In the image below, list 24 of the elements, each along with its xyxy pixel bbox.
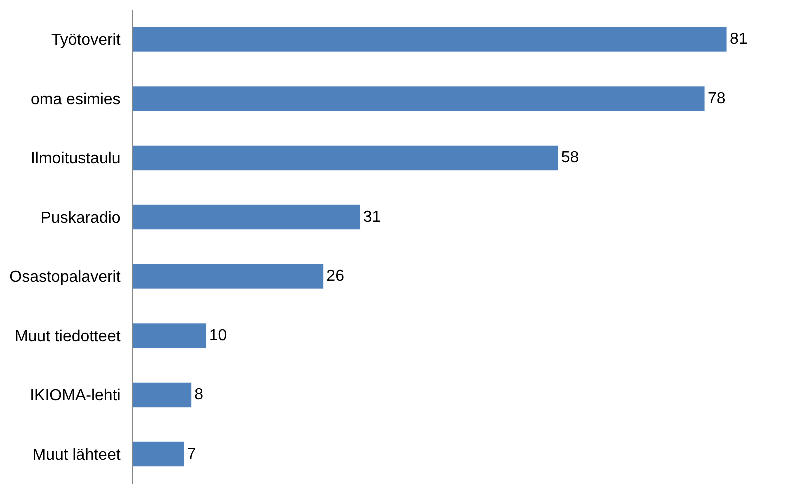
y-tick-label: Osastopalaverit	[10, 269, 122, 286]
data-label: 31	[363, 208, 382, 226]
bar	[133, 204, 361, 230]
data-label: 78	[708, 90, 726, 108]
data-label: 81	[730, 31, 748, 48]
y-tick-label: oma esimies	[30, 91, 121, 108]
data-label: 8	[194, 386, 204, 404]
y-tick-label: Puskaradio	[40, 210, 121, 227]
data-label: 10	[209, 327, 228, 344]
bar	[133, 145, 559, 171]
y-tick-label: Muut lähteet	[32, 446, 122, 464]
bar	[133, 264, 324, 290]
y-tick-label: Ilmoitustaulu	[30, 150, 121, 168]
bar	[133, 323, 207, 349]
data-label: 7	[187, 446, 196, 463]
y-tick-label: IKIOMA-lehti	[30, 388, 121, 405]
data-label: 26	[326, 268, 345, 286]
bar	[133, 442, 185, 468]
y-tick-label: Muut tiedotteet	[14, 328, 122, 346]
bar	[133, 26, 727, 52]
bar	[133, 382, 192, 408]
bar	[133, 86, 706, 112]
y-tick-label: Työtoverit	[51, 32, 122, 50]
data-label: 58	[561, 150, 580, 167]
